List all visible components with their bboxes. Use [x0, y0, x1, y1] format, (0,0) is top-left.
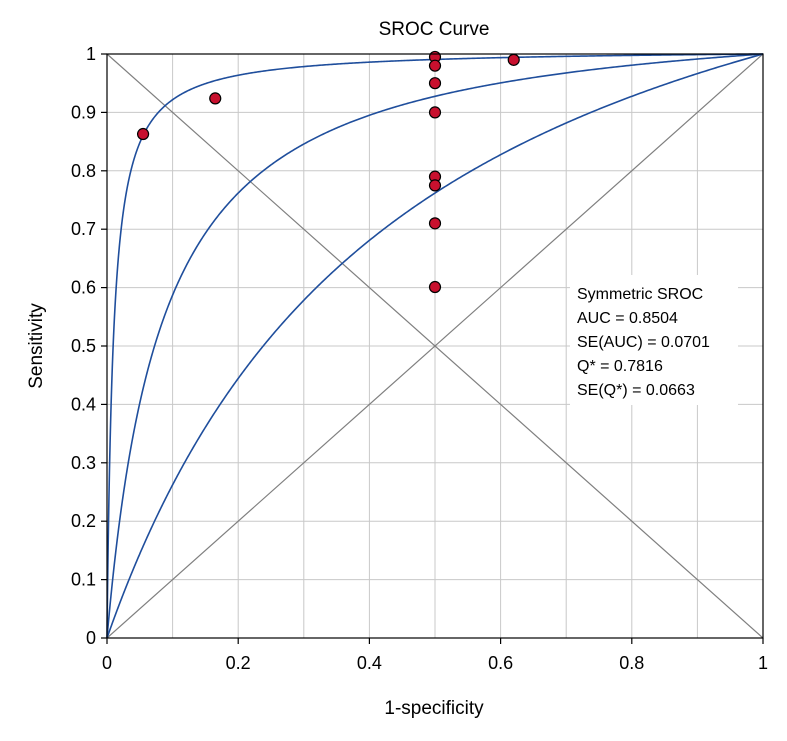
study-point: [428, 179, 442, 192]
annotation-line: Q* = 0.7816: [577, 358, 663, 375]
study-points: [136, 50, 520, 294]
annotation-line: AUC = 0.8504: [577, 310, 678, 327]
study-point: [428, 280, 442, 294]
diagonal-lines: [106, 53, 764, 639]
annotation-line: Symmetric SROC: [577, 286, 703, 303]
y-tick-label: 0.5: [71, 336, 96, 356]
study-point: [428, 59, 442, 72]
sroc-curve-line: [106, 53, 764, 639]
y-axis-ticks: 0 0.1 0.2 0.3 0.4 0.5 0.6 0.7 0.8 0.9 1: [71, 44, 107, 648]
chart-title: SROC Curve: [379, 19, 490, 40]
study-point: [428, 77, 442, 90]
study-point: [428, 106, 442, 119]
y-tick-label: 0.4: [71, 394, 96, 414]
study-point: [136, 127, 150, 141]
study-point: [209, 92, 222, 105]
y-tick-label: 0.6: [71, 278, 96, 298]
y-tick-label: 0: [86, 628, 96, 648]
x-tick-label: 0.6: [488, 653, 513, 673]
x-axis-label: 1-specificity: [384, 698, 484, 719]
annotation-line: SE(AUC) = 0.0701: [577, 334, 710, 351]
annotation-box: [570, 275, 738, 405]
y-tick-label: 0.3: [71, 453, 96, 473]
x-tick-label: 1: [758, 653, 768, 673]
x-tick-label: 0.4: [357, 653, 382, 673]
study-point: [507, 53, 520, 66]
x-axis-ticks: 0 0.2 0.4 0.6 0.8 1: [102, 638, 768, 673]
q-point-diagonal-line: [106, 53, 764, 639]
y-tick-label: 0.1: [71, 570, 96, 590]
sroc-curve-line: [106, 53, 764, 638]
x-tick-label: 0.8: [619, 653, 644, 673]
annotation-line: SE(Q*) = 0.0663: [577, 382, 695, 399]
sroc-curve-line: [106, 53, 764, 639]
y-tick-label: 1: [86, 44, 96, 64]
sroc-curves: [106, 53, 764, 639]
y-tick-label: 0.7: [71, 219, 96, 239]
y-tick-label: 0.2: [71, 511, 96, 531]
y-axis-label: Sensitivity: [26, 303, 47, 389]
x-tick-label: 0.2: [226, 653, 251, 673]
study-point: [428, 217, 442, 230]
y-tick-label: 0.9: [71, 102, 96, 122]
sroc-stats-annotation: Symmetric SROC AUC = 0.8504 SE(AUC) = 0.07…: [570, 275, 738, 405]
x-tick-label: 0: [102, 653, 112, 673]
y-tick-label: 0.8: [71, 161, 96, 181]
